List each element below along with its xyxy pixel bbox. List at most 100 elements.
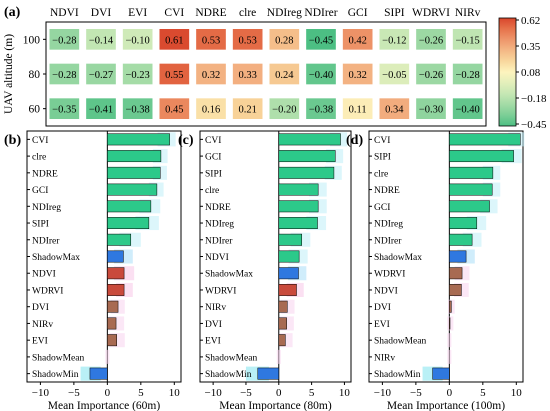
importance-bar: [449, 284, 462, 296]
panel-label: (d): [346, 133, 363, 148]
importance-bar: [278, 334, 286, 347]
importance-bar: [449, 183, 493, 196]
heatmap-cell: [342, 98, 373, 119]
x-tick-label: 5: [138, 387, 144, 399]
category-label: DVI: [374, 303, 391, 313]
importance-range: [447, 349, 452, 364]
importance-bar: [107, 133, 170, 146]
x-tick-label: 10: [169, 387, 181, 399]
heatmap-cell: [86, 29, 116, 50]
heatmap-cell-value: −0.14: [89, 35, 114, 46]
importance-bar: [107, 300, 119, 313]
heatmap-cell: [122, 63, 153, 85]
heatmap-cell: [416, 63, 446, 85]
heatmap-row-label: 80: [29, 69, 41, 81]
heatmap-cell-value: 0.55: [165, 70, 183, 81]
heatmap-cell-value: −0.27: [89, 70, 113, 81]
category-label: GCI: [32, 186, 48, 196]
importance-bar: [107, 317, 117, 330]
heatmap-cell-value: 0.34: [385, 105, 404, 116]
category-label: DVI: [205, 320, 222, 330]
category-label: DVI: [32, 303, 49, 313]
heatmap-column-label: SIPI: [384, 7, 405, 19]
heatmap-cell: [232, 98, 263, 119]
category-label: NDIrer: [205, 236, 233, 246]
heatmap-colorbar: 0.62 0.35 0.08 −0.18 −0.45: [498, 15, 547, 131]
heatmap-cell: [416, 29, 446, 50]
heatmap-column-label: NDVI: [50, 7, 79, 19]
heatmap-cell-value: 0.53: [202, 35, 220, 46]
heatmap-cell: [86, 98, 116, 119]
heatmap-column-label: NDIreg: [267, 7, 302, 19]
importance-bar: [278, 300, 288, 313]
heatmap-column-label: WDRVI: [412, 7, 450, 19]
x-tick-label: −10: [374, 387, 392, 399]
importance-bar: [449, 317, 451, 330]
colorbar-tick-label: 0.08: [521, 67, 541, 79]
heatmap-cell-value: 0.45: [165, 105, 183, 116]
category-label: EVI: [205, 337, 221, 347]
category-label: ShadowMean: [205, 353, 257, 363]
heatmap-cell-value: 0.53: [238, 35, 256, 46]
importance-bar: [278, 250, 300, 263]
x-tick-label: 5: [480, 387, 486, 399]
importance-range: [276, 349, 281, 364]
importance-panel-b: (b) CVI clre NDRE GCI NDIreg SIPI NDIrer ShadowM…: [4, 130, 182, 411]
category-label: NDVI: [205, 253, 229, 263]
heatmap-column-label: NIRv: [455, 7, 481, 19]
heatmap-column-label: NDIrer: [304, 7, 337, 19]
colorbar-gradient: [498, 17, 517, 127]
category-label: NIRv: [32, 320, 53, 330]
heatmap-cell-value: 0.28: [275, 35, 293, 46]
heatmap-cell-value: −0.35: [52, 105, 76, 116]
importance-bar: [107, 166, 161, 179]
importance-bar: [257, 367, 280, 380]
heatmap-cell: [159, 63, 190, 85]
category-label: NDRE: [32, 169, 58, 179]
heatmap-cell: [196, 29, 226, 50]
heatmap-cell: [269, 98, 300, 119]
heatmap-cell: [232, 63, 263, 85]
heatmap-column-label: CVI: [164, 7, 184, 19]
importance-bar: [107, 250, 124, 263]
heatmap-cell: [306, 63, 336, 85]
importance-bar: [278, 200, 319, 213]
importance-bar: [432, 367, 450, 380]
colorbar-tick-label: 0.62: [521, 15, 540, 27]
importance-range: [105, 349, 110, 364]
category-label: NIRv: [205, 303, 226, 313]
importance-range: [447, 333, 452, 348]
category-label: EVI: [374, 320, 390, 330]
importance-bar: [278, 267, 299, 280]
heatmap-cell: [232, 29, 263, 50]
category-label: EVI: [32, 337, 48, 347]
category-label: NDRE: [374, 186, 400, 196]
heatmap-cell-value: −0.26: [419, 70, 443, 81]
heatmap-cell-value: 0.32: [348, 70, 366, 81]
importance-bar: [278, 133, 341, 146]
category-label: CVI: [374, 136, 390, 146]
heatmap-cell: [49, 29, 80, 50]
colorbar-tick-label: 0.35: [521, 41, 541, 53]
heatmap-cell: [306, 98, 336, 119]
importance-bar: [278, 150, 336, 163]
category-label: NDIreg: [205, 220, 234, 230]
category-label: clre: [32, 153, 46, 163]
category-label: WDRVI: [205, 286, 236, 296]
importance-bar: [449, 233, 473, 246]
importance-bar: [107, 183, 158, 196]
category-label: GCI: [374, 203, 390, 213]
importance-bar: [89, 367, 108, 380]
heatmap-cell-value: −0.28: [456, 70, 480, 81]
importance-bar: [107, 217, 150, 229]
heatmap-cell-value: −0.45: [309, 35, 333, 46]
importance-bar: [107, 233, 132, 246]
category-label: SIPI: [32, 220, 49, 230]
heatmap-cell-value: −0.38: [309, 105, 333, 116]
importance-bar: [449, 250, 467, 263]
heatmap-cell-value: 0.21: [238, 105, 256, 116]
heatmap-cell-value: −0.40: [456, 105, 480, 116]
category-label: SIPI: [374, 153, 391, 163]
x-tick-label: −10: [32, 387, 50, 399]
